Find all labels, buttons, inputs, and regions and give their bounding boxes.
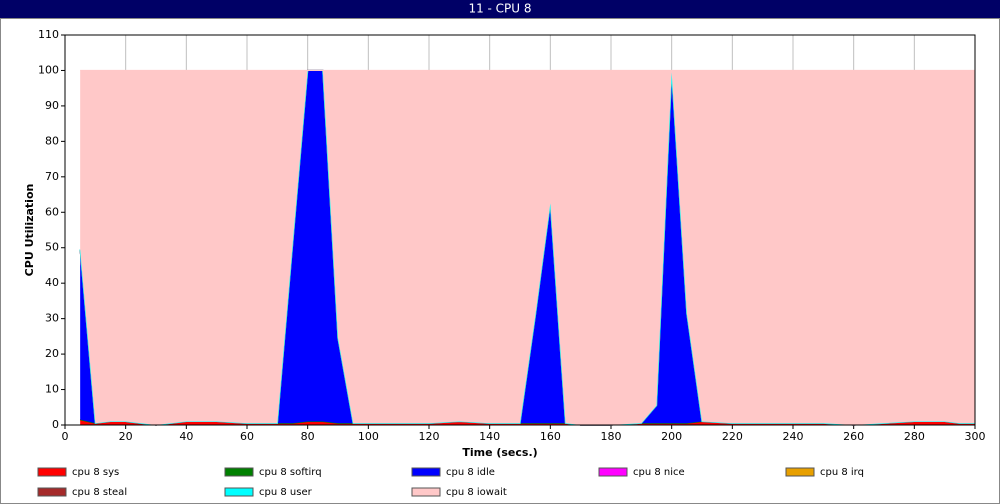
y-tick-label: 80	[45, 134, 59, 147]
x-tick-label: 60	[240, 430, 254, 443]
legend-label: cpu 8 iowait	[446, 487, 507, 498]
legend-label: cpu 8 nice	[633, 467, 685, 478]
y-tick-label: 10	[45, 383, 59, 396]
legend-swatch	[224, 467, 254, 477]
x-axis-label: Time (secs.)	[462, 446, 537, 459]
area	[80, 70, 975, 426]
y-tick-label: 110	[38, 28, 59, 41]
x-tick-label: 260	[843, 430, 864, 443]
chart-title: 11 - CPU 8	[468, 2, 531, 16]
legend-swatch	[411, 467, 441, 477]
legend-label: cpu 8 user	[259, 487, 313, 498]
y-tick-label: 90	[45, 99, 59, 112]
legend-label: cpu 8 sys	[72, 467, 119, 478]
x-tick-label: 0	[62, 430, 69, 443]
y-tick-label: 0	[52, 418, 59, 431]
y-tick-label: 70	[45, 170, 59, 183]
x-tick-label: 120	[419, 430, 440, 443]
y-tick-label: 50	[45, 241, 59, 254]
y-tick-label: 20	[45, 347, 59, 360]
plot-border	[64, 34, 976, 426]
y-tick-label: 100	[38, 63, 59, 76]
y-tick-label: 30	[45, 312, 59, 325]
legend-swatch	[411, 487, 441, 497]
x-tick-label: 220	[722, 430, 743, 443]
area	[80, 70, 975, 426]
y-tick-label: 40	[45, 276, 59, 289]
x-tick-label: 200	[661, 430, 682, 443]
x-tick-label: 100	[358, 430, 379, 443]
x-tick-label: 40	[179, 430, 193, 443]
legend-label: cpu 8 idle	[446, 467, 495, 478]
title-bar	[0, 0, 1000, 18]
x-tick-label: 300	[965, 430, 986, 443]
x-tick-label: 240	[783, 430, 804, 443]
y-axis-label: CPU Utilization	[23, 184, 36, 277]
y-tick-label: 60	[45, 205, 59, 218]
legend-label: cpu 8 irq	[820, 467, 864, 478]
legend-label: cpu 8 softirq	[259, 467, 322, 478]
legend-label: cpu 8 steal	[72, 487, 127, 498]
x-tick-label: 20	[119, 430, 133, 443]
legend-swatch	[598, 467, 628, 477]
legend-swatch	[224, 487, 254, 497]
legend-swatch	[785, 467, 815, 477]
legend-swatch	[37, 487, 67, 497]
x-tick-label: 180	[601, 430, 622, 443]
x-tick-label: 160	[540, 430, 561, 443]
x-tick-label: 80	[301, 430, 315, 443]
x-tick-label: 280	[904, 430, 925, 443]
legend-swatch	[37, 467, 67, 477]
x-tick-label: 140	[479, 430, 500, 443]
